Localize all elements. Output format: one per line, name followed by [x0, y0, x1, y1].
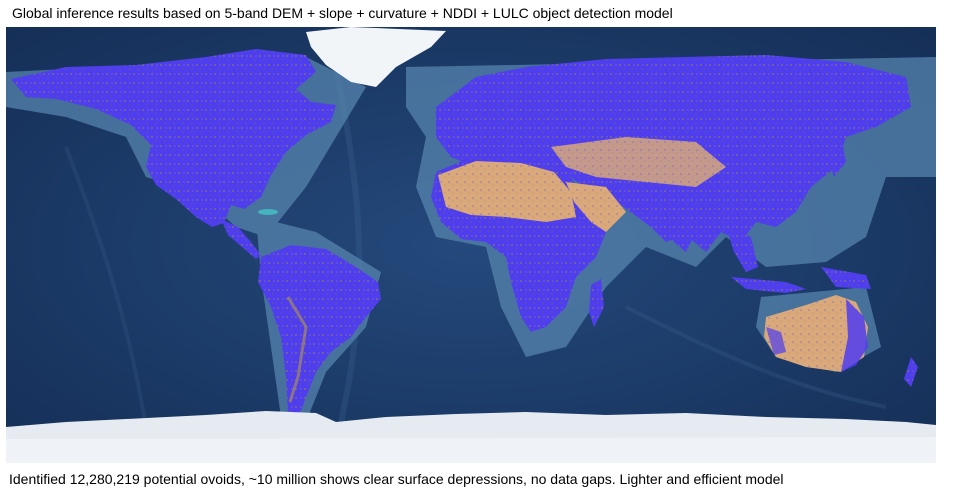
central-america	[221, 219, 261, 259]
world-map-svg	[6, 27, 936, 463]
greenland-ice	[306, 27, 446, 87]
map-title: Global inference results based on 5-band…	[12, 5, 673, 21]
world-map	[6, 27, 936, 463]
south-america	[258, 245, 381, 419]
north-america	[11, 49, 336, 227]
australia	[764, 295, 868, 372]
arabian-desert	[566, 182, 626, 232]
sahara-desert	[438, 161, 576, 222]
map-caption: Identified 12,280,219 potential ovoids, …	[9, 471, 784, 487]
india	[651, 192, 706, 252]
